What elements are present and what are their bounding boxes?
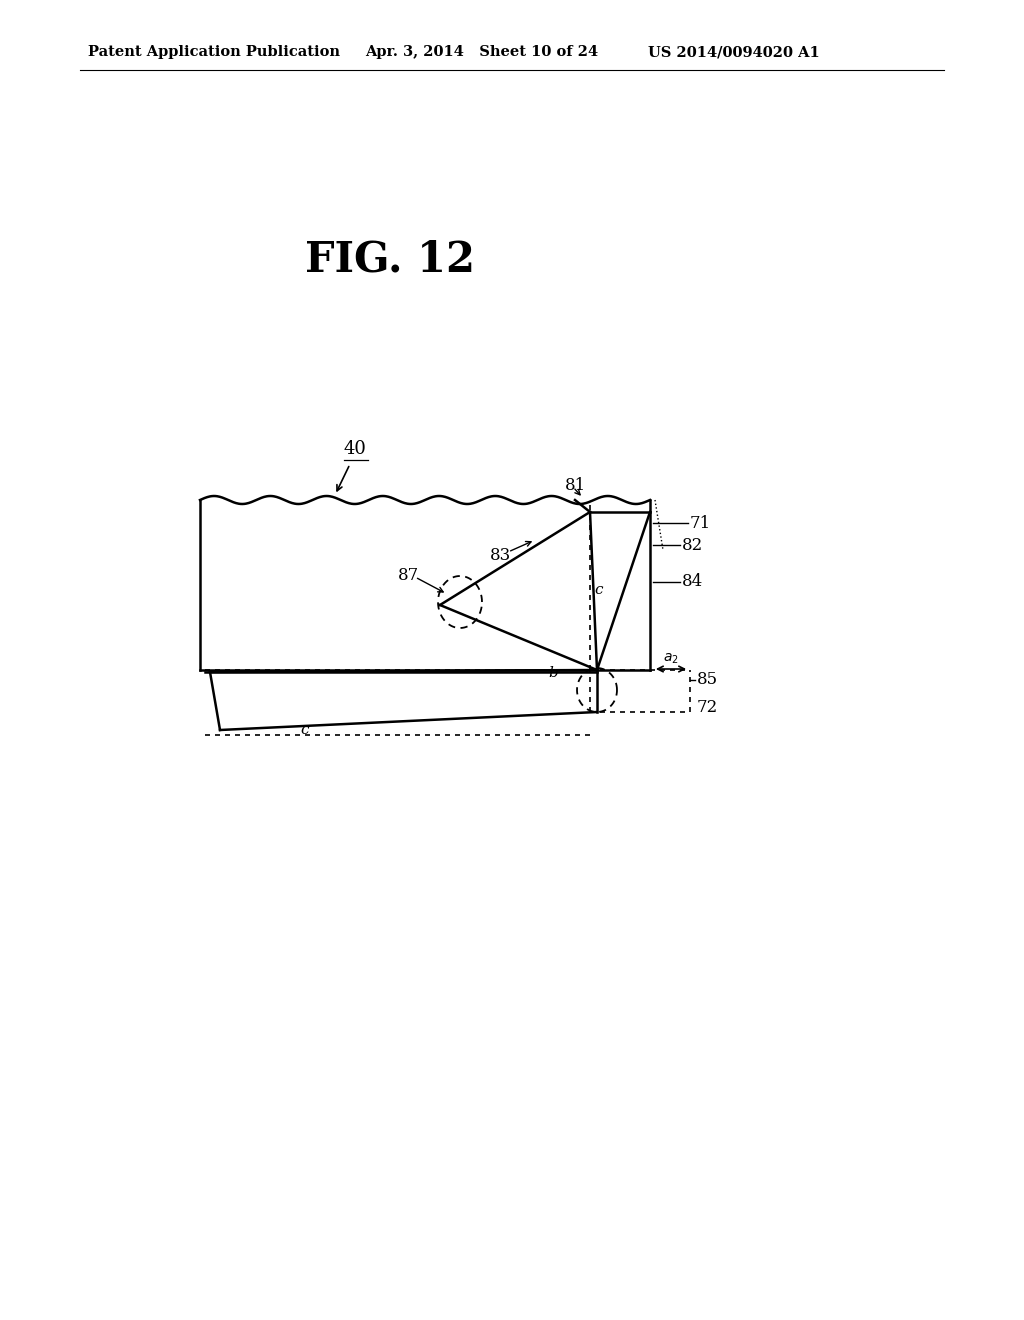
Text: Apr. 3, 2014   Sheet 10 of 24: Apr. 3, 2014 Sheet 10 of 24 bbox=[365, 45, 598, 59]
Text: US 2014/0094020 A1: US 2014/0094020 A1 bbox=[648, 45, 820, 59]
Text: Patent Application Publication: Patent Application Publication bbox=[88, 45, 340, 59]
Text: c: c bbox=[594, 583, 602, 597]
Text: 82: 82 bbox=[682, 536, 703, 553]
Text: 87: 87 bbox=[398, 566, 419, 583]
Text: 71: 71 bbox=[690, 515, 712, 532]
Text: 83: 83 bbox=[490, 546, 511, 564]
Text: 81: 81 bbox=[565, 478, 587, 495]
Text: FIG. 12: FIG. 12 bbox=[305, 239, 475, 281]
Text: 85: 85 bbox=[697, 672, 718, 689]
Text: c: c bbox=[300, 723, 308, 737]
Text: 72: 72 bbox=[697, 698, 718, 715]
Text: 40: 40 bbox=[344, 440, 367, 458]
Text: b: b bbox=[548, 667, 558, 680]
Text: $a_2$: $a_2$ bbox=[664, 652, 679, 667]
Text: 84: 84 bbox=[682, 573, 703, 590]
